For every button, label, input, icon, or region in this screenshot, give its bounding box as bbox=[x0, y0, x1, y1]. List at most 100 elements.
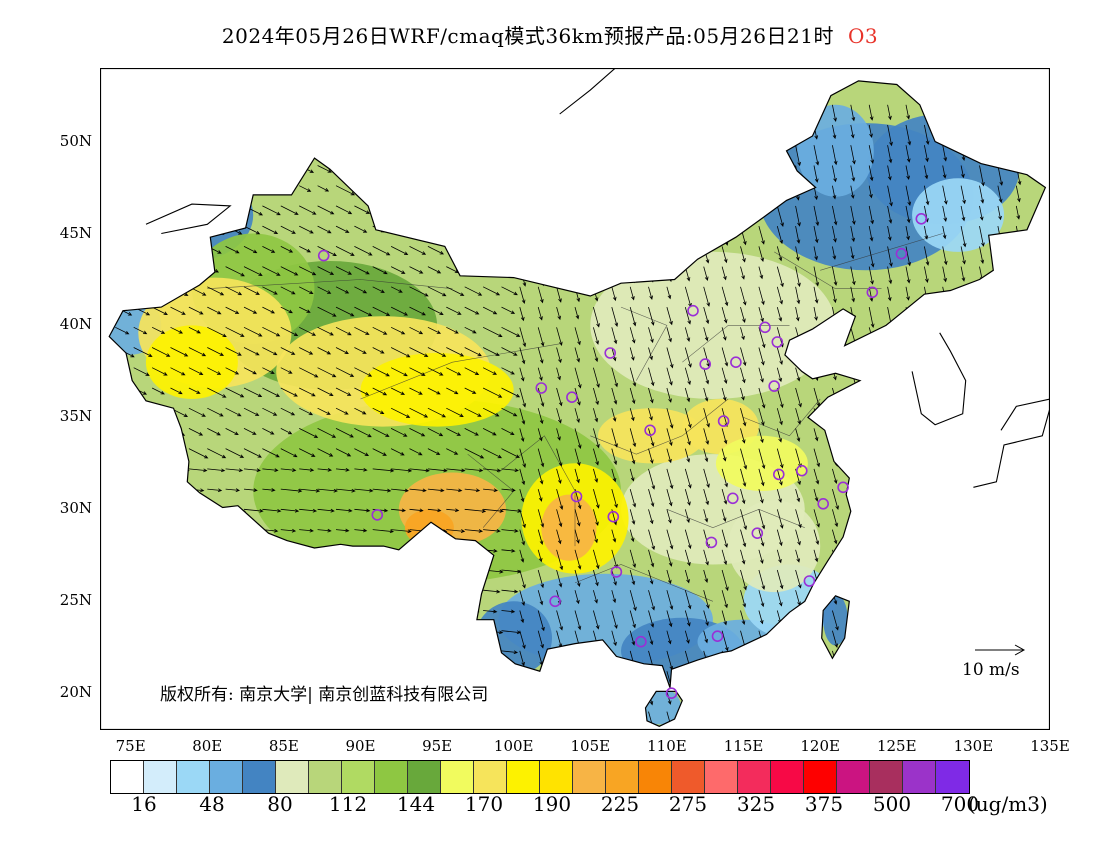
wind-arrow bbox=[390, 448, 405, 456]
city-station-marker bbox=[803, 575, 816, 587]
wind-arrow bbox=[482, 407, 500, 417]
province-border-line bbox=[820, 233, 943, 271]
wind-arrow bbox=[519, 387, 527, 408]
wind-arrow bbox=[335, 225, 350, 233]
wind-arrow bbox=[354, 467, 368, 472]
wind-arrow bbox=[758, 286, 765, 306]
color-legend-tick-label: 190 bbox=[532, 792, 572, 816]
wind-arrow bbox=[556, 549, 564, 571]
wind-arrow bbox=[740, 286, 747, 306]
wind-arrow bbox=[280, 407, 296, 416]
wind-arrow bbox=[611, 367, 618, 388]
wind-arrow bbox=[317, 266, 335, 275]
wind-arrow bbox=[942, 266, 947, 283]
wind-arrow bbox=[832, 266, 838, 286]
color-legend-swatch bbox=[408, 761, 441, 793]
wind-arrow bbox=[776, 225, 783, 245]
city-station-marker bbox=[607, 510, 620, 523]
wind-arrow bbox=[813, 448, 820, 468]
wind-arrow bbox=[850, 145, 856, 165]
wind-arrow bbox=[317, 225, 332, 234]
city-station-marker bbox=[699, 358, 712, 370]
wind-arrow bbox=[427, 347, 447, 357]
wind-arrow bbox=[666, 549, 673, 567]
wind-arrow bbox=[960, 185, 966, 205]
wind-arrow bbox=[648, 347, 653, 361]
wind-arrow bbox=[483, 589, 501, 594]
city-stations bbox=[317, 213, 928, 700]
color-legend-swatch bbox=[903, 761, 936, 793]
wind-arrow bbox=[813, 286, 819, 304]
wind-arrow bbox=[721, 266, 727, 281]
wind-arrow bbox=[243, 407, 260, 416]
wind-arrow bbox=[317, 286, 332, 294]
wind-arrow bbox=[317, 468, 333, 472]
wind-arrow bbox=[225, 387, 245, 398]
wind-arrow bbox=[280, 488, 303, 493]
wind-arrow bbox=[335, 246, 355, 256]
wind-arrow bbox=[758, 590, 765, 608]
longitude-tick-label: 130E bbox=[953, 737, 994, 755]
wind-arrow bbox=[593, 306, 600, 328]
wind-arrow bbox=[556, 569, 563, 588]
city-station-marker bbox=[371, 509, 384, 521]
color-legend-swatch bbox=[540, 761, 573, 793]
wind-arrow bbox=[574, 367, 582, 389]
wind-arrow bbox=[225, 428, 239, 436]
wind-arrow bbox=[427, 488, 445, 493]
wind-arrow bbox=[464, 347, 482, 357]
wind-arrow bbox=[446, 468, 466, 473]
wind-arrow bbox=[501, 650, 519, 655]
wind-arrow bbox=[501, 468, 519, 473]
wind-arrow bbox=[482, 347, 500, 356]
wind-arrow bbox=[556, 468, 562, 484]
ozone-contour-patch bbox=[145, 325, 238, 400]
wind-arrow bbox=[446, 428, 461, 436]
wind-arrow bbox=[262, 448, 280, 458]
wind-arrow bbox=[593, 367, 600, 388]
wind-arrow bbox=[482, 428, 497, 436]
wind-arrow bbox=[611, 468, 617, 483]
wind-arrow bbox=[335, 528, 350, 533]
wind-arrow bbox=[666, 367, 673, 386]
wind-arrow bbox=[611, 306, 619, 327]
wind-arrow bbox=[611, 428, 618, 448]
wind-arrow bbox=[519, 650, 525, 667]
wind-arrow bbox=[795, 448, 802, 468]
wind-arrow bbox=[519, 610, 525, 624]
wind-arrow bbox=[262, 468, 279, 472]
wind-arrow bbox=[684, 529, 692, 550]
wind-arrow bbox=[629, 448, 636, 465]
wind-arrow bbox=[666, 408, 674, 429]
wind-arrow bbox=[758, 529, 765, 547]
wind-arrow bbox=[464, 407, 482, 417]
wind-arrow bbox=[354, 528, 368, 533]
city-station-marker bbox=[915, 213, 928, 225]
color-legend-swatch bbox=[144, 761, 177, 793]
wind-arrow bbox=[537, 610, 545, 632]
color-legend-swatch bbox=[177, 761, 210, 793]
wind-arrow bbox=[960, 266, 966, 282]
wind-arrow bbox=[390, 428, 408, 437]
wind-arrow bbox=[942, 185, 948, 205]
wind-arrow bbox=[280, 266, 299, 276]
wind-arrow bbox=[593, 488, 600, 509]
wind-arrow bbox=[593, 428, 600, 449]
wind-arrow bbox=[243, 225, 261, 235]
wind-arrow bbox=[501, 548, 516, 553]
wind-reference-label: 10 m/s bbox=[962, 660, 1020, 680]
wind-arrow bbox=[629, 610, 636, 629]
wind-arrow bbox=[464, 488, 481, 493]
wind-arrow bbox=[593, 347, 599, 363]
wind-arrow bbox=[960, 226, 967, 248]
wind-arrow bbox=[721, 246, 728, 264]
wind-arrow bbox=[740, 569, 747, 591]
wind-arrow bbox=[574, 549, 582, 570]
wind-arrow bbox=[721, 387, 727, 402]
wind-arrow bbox=[482, 367, 497, 375]
wind-arrow bbox=[280, 367, 293, 374]
wind-arrow bbox=[887, 165, 892, 181]
city-station-marker bbox=[687, 304, 699, 317]
wind-arrow bbox=[684, 488, 691, 506]
wind-arrow bbox=[684, 367, 691, 386]
